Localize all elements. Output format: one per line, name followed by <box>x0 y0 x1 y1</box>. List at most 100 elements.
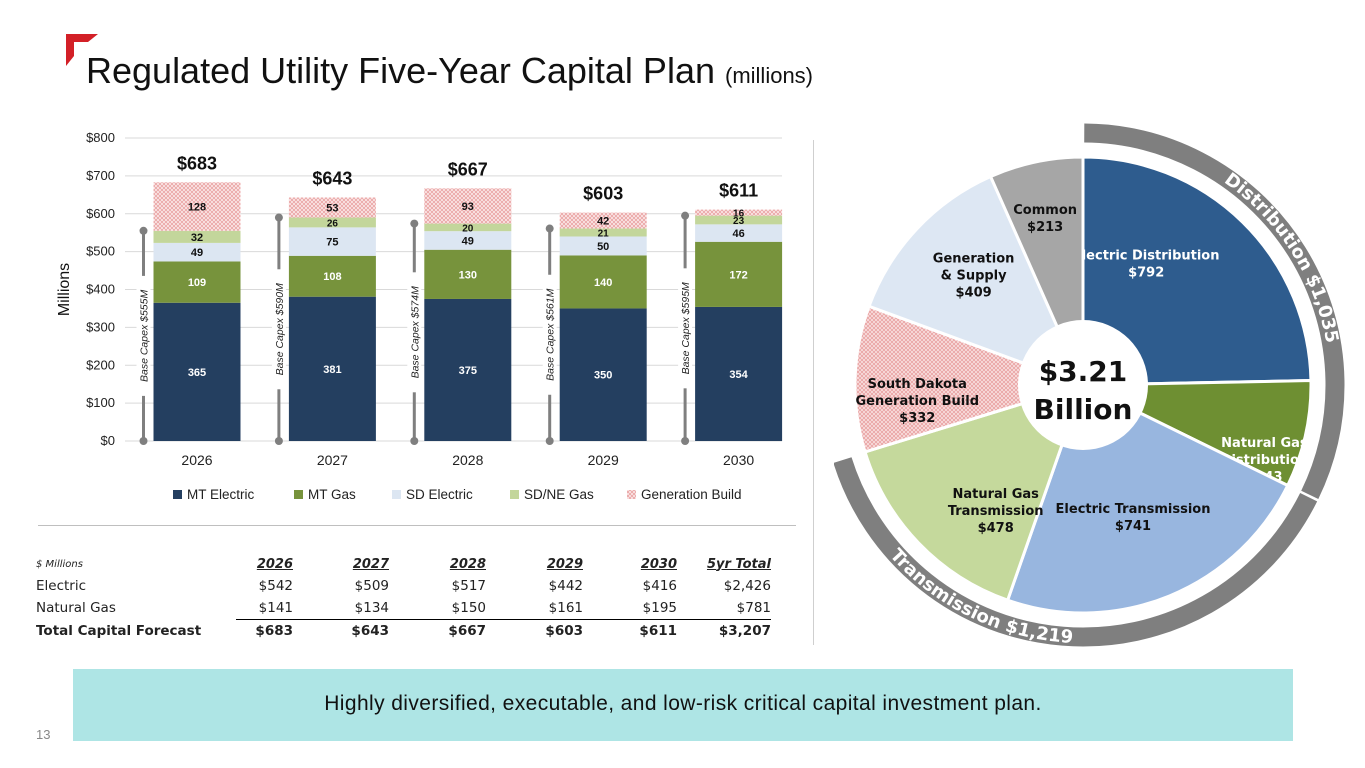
bracket-end-dot <box>274 437 283 445</box>
data-label: 108 <box>323 271 341 283</box>
data-label: 140 <box>594 277 612 289</box>
bar-total-label: $611 <box>719 181 758 201</box>
center-hole <box>1018 320 1148 450</box>
slice-name-line: Generation Build <box>856 394 980 409</box>
legend-label: MT Electric <box>187 487 255 502</box>
bracket-label-bg <box>271 269 286 390</box>
table-col-header: 5yr Total <box>706 556 771 572</box>
bar-segment <box>695 306 783 441</box>
slice-label: Electric Distribution $792 <box>1073 249 1220 281</box>
data-label: 23 <box>733 216 745 227</box>
table-cell: $150 <box>451 600 486 616</box>
data-label: 130 <box>459 269 477 281</box>
data-label: 49 <box>462 235 474 247</box>
slice-name-line: Natural Gas <box>1221 436 1308 451</box>
page-number: 13 <box>36 727 51 742</box>
table-header-row: $ Millions 2026 2027 2028 2029 2030 5yr … <box>36 553 771 575</box>
bar-segment <box>288 296 376 441</box>
y-tick-label: $200 <box>86 357 115 372</box>
table-col-header: 2028 <box>449 556 486 572</box>
table-cell: $509 <box>354 578 389 594</box>
bar-segment <box>288 227 376 256</box>
y-tick-label: $400 <box>86 282 115 297</box>
bar-segment <box>153 242 241 262</box>
data-label: 128 <box>188 202 206 214</box>
bar-segment <box>424 249 512 299</box>
table-cell: $195 <box>642 600 677 616</box>
center-total-unit: Billion <box>1034 393 1133 426</box>
x-tick-label: 2026 <box>181 452 212 468</box>
slice-name-line: Common <box>1013 203 1077 218</box>
bar-segment <box>424 223 512 232</box>
bar-segment <box>424 231 512 250</box>
data-label: 50 <box>597 241 609 253</box>
distribution-arc <box>1084 123 1345 500</box>
table-cell: $781 <box>736 600 771 616</box>
page-title-unit: (millions) <box>725 63 813 88</box>
bracket-end-dot <box>410 437 419 445</box>
bar-segment <box>559 236 647 256</box>
table-cell: $542 <box>258 578 293 594</box>
slice-name-line: & Supply <box>941 269 1008 284</box>
row-label: Electric <box>36 578 87 594</box>
table-col-header: 2030 <box>640 556 677 572</box>
bar-segment <box>288 217 376 228</box>
bracket-end-dot <box>681 437 690 445</box>
y-axis-label: Millions <box>56 263 73 316</box>
table-cell: $416 <box>642 578 677 594</box>
bracket-end-dot <box>545 437 554 445</box>
transmission-arc <box>834 457 1318 647</box>
slice-name-line: South Dakota <box>868 377 967 392</box>
legend-label: SD/NE Gas <box>524 487 594 502</box>
bar-total-label: $643 <box>312 168 352 188</box>
corner-accent-mark <box>66 34 98 66</box>
data-label: 21 <box>598 228 610 239</box>
slice-label: Generation & Supply $409 <box>933 252 1015 301</box>
table-total-cell: $643 <box>293 619 389 642</box>
data-label: 375 <box>459 365 477 377</box>
legend-label: Generation Build <box>641 487 742 502</box>
table-col-header: 2027 <box>352 556 389 572</box>
bar-segment <box>559 255 647 309</box>
slice-value: $213 <box>1027 220 1063 235</box>
bar-segment <box>153 261 241 303</box>
table-cell: $141 <box>258 600 293 616</box>
stacked-bar-chart: $0 $100 $200 $300 $400 $500 $600 $700 $800 Millio… <box>56 130 783 502</box>
page-title-text: Regulated Utility Five-Year Capital Plan <box>86 50 715 91</box>
capital-forecast-table: $ Millions 2026 2027 2028 2029 2030 5yr … <box>36 553 771 642</box>
vertical-divider <box>813 140 814 645</box>
slice-value: $478 <box>978 521 1014 536</box>
pie-slice <box>867 174 1086 388</box>
table-row: Electric $542 $509 $517 $442 $416 $2,426 <box>36 575 771 597</box>
bracket-end-dot <box>545 224 554 233</box>
y-tick-label: $600 <box>86 206 115 221</box>
slice-value: $409 <box>956 286 992 301</box>
table-col-header: 2026 <box>256 556 293 572</box>
bar-segment <box>288 197 376 218</box>
bracket-end-dot <box>681 211 690 220</box>
data-label: 32 <box>191 232 203 244</box>
data-label: 49 <box>191 247 203 259</box>
table-header-label: $ Millions <box>36 558 83 570</box>
slice-name-line: Electric Distribution <box>1073 249 1220 264</box>
bar-segment <box>695 209 783 216</box>
data-label: 75 <box>326 237 338 249</box>
bar-segment <box>288 255 376 297</box>
y-tick-label: $800 <box>86 130 115 145</box>
y-tick-label: $500 <box>86 244 115 259</box>
bar-segment <box>153 302 241 441</box>
data-label: 172 <box>729 269 747 281</box>
bar-total-label: $603 <box>583 184 623 204</box>
pie-slice <box>863 382 1086 603</box>
base-capex-label: Base Capex $595M <box>680 282 692 374</box>
bar-segment <box>424 298 512 441</box>
y-tick-label: $300 <box>86 319 115 334</box>
bracket-label-bg <box>678 268 693 389</box>
bracket-label-bg <box>136 275 151 396</box>
slice-value: $741 <box>1115 519 1151 534</box>
data-label: 350 <box>594 370 612 382</box>
data-label: 46 <box>732 228 744 240</box>
table-cell: $134 <box>354 600 389 616</box>
slice-label: Common $213 <box>1013 203 1077 235</box>
bar-segment <box>559 228 647 237</box>
